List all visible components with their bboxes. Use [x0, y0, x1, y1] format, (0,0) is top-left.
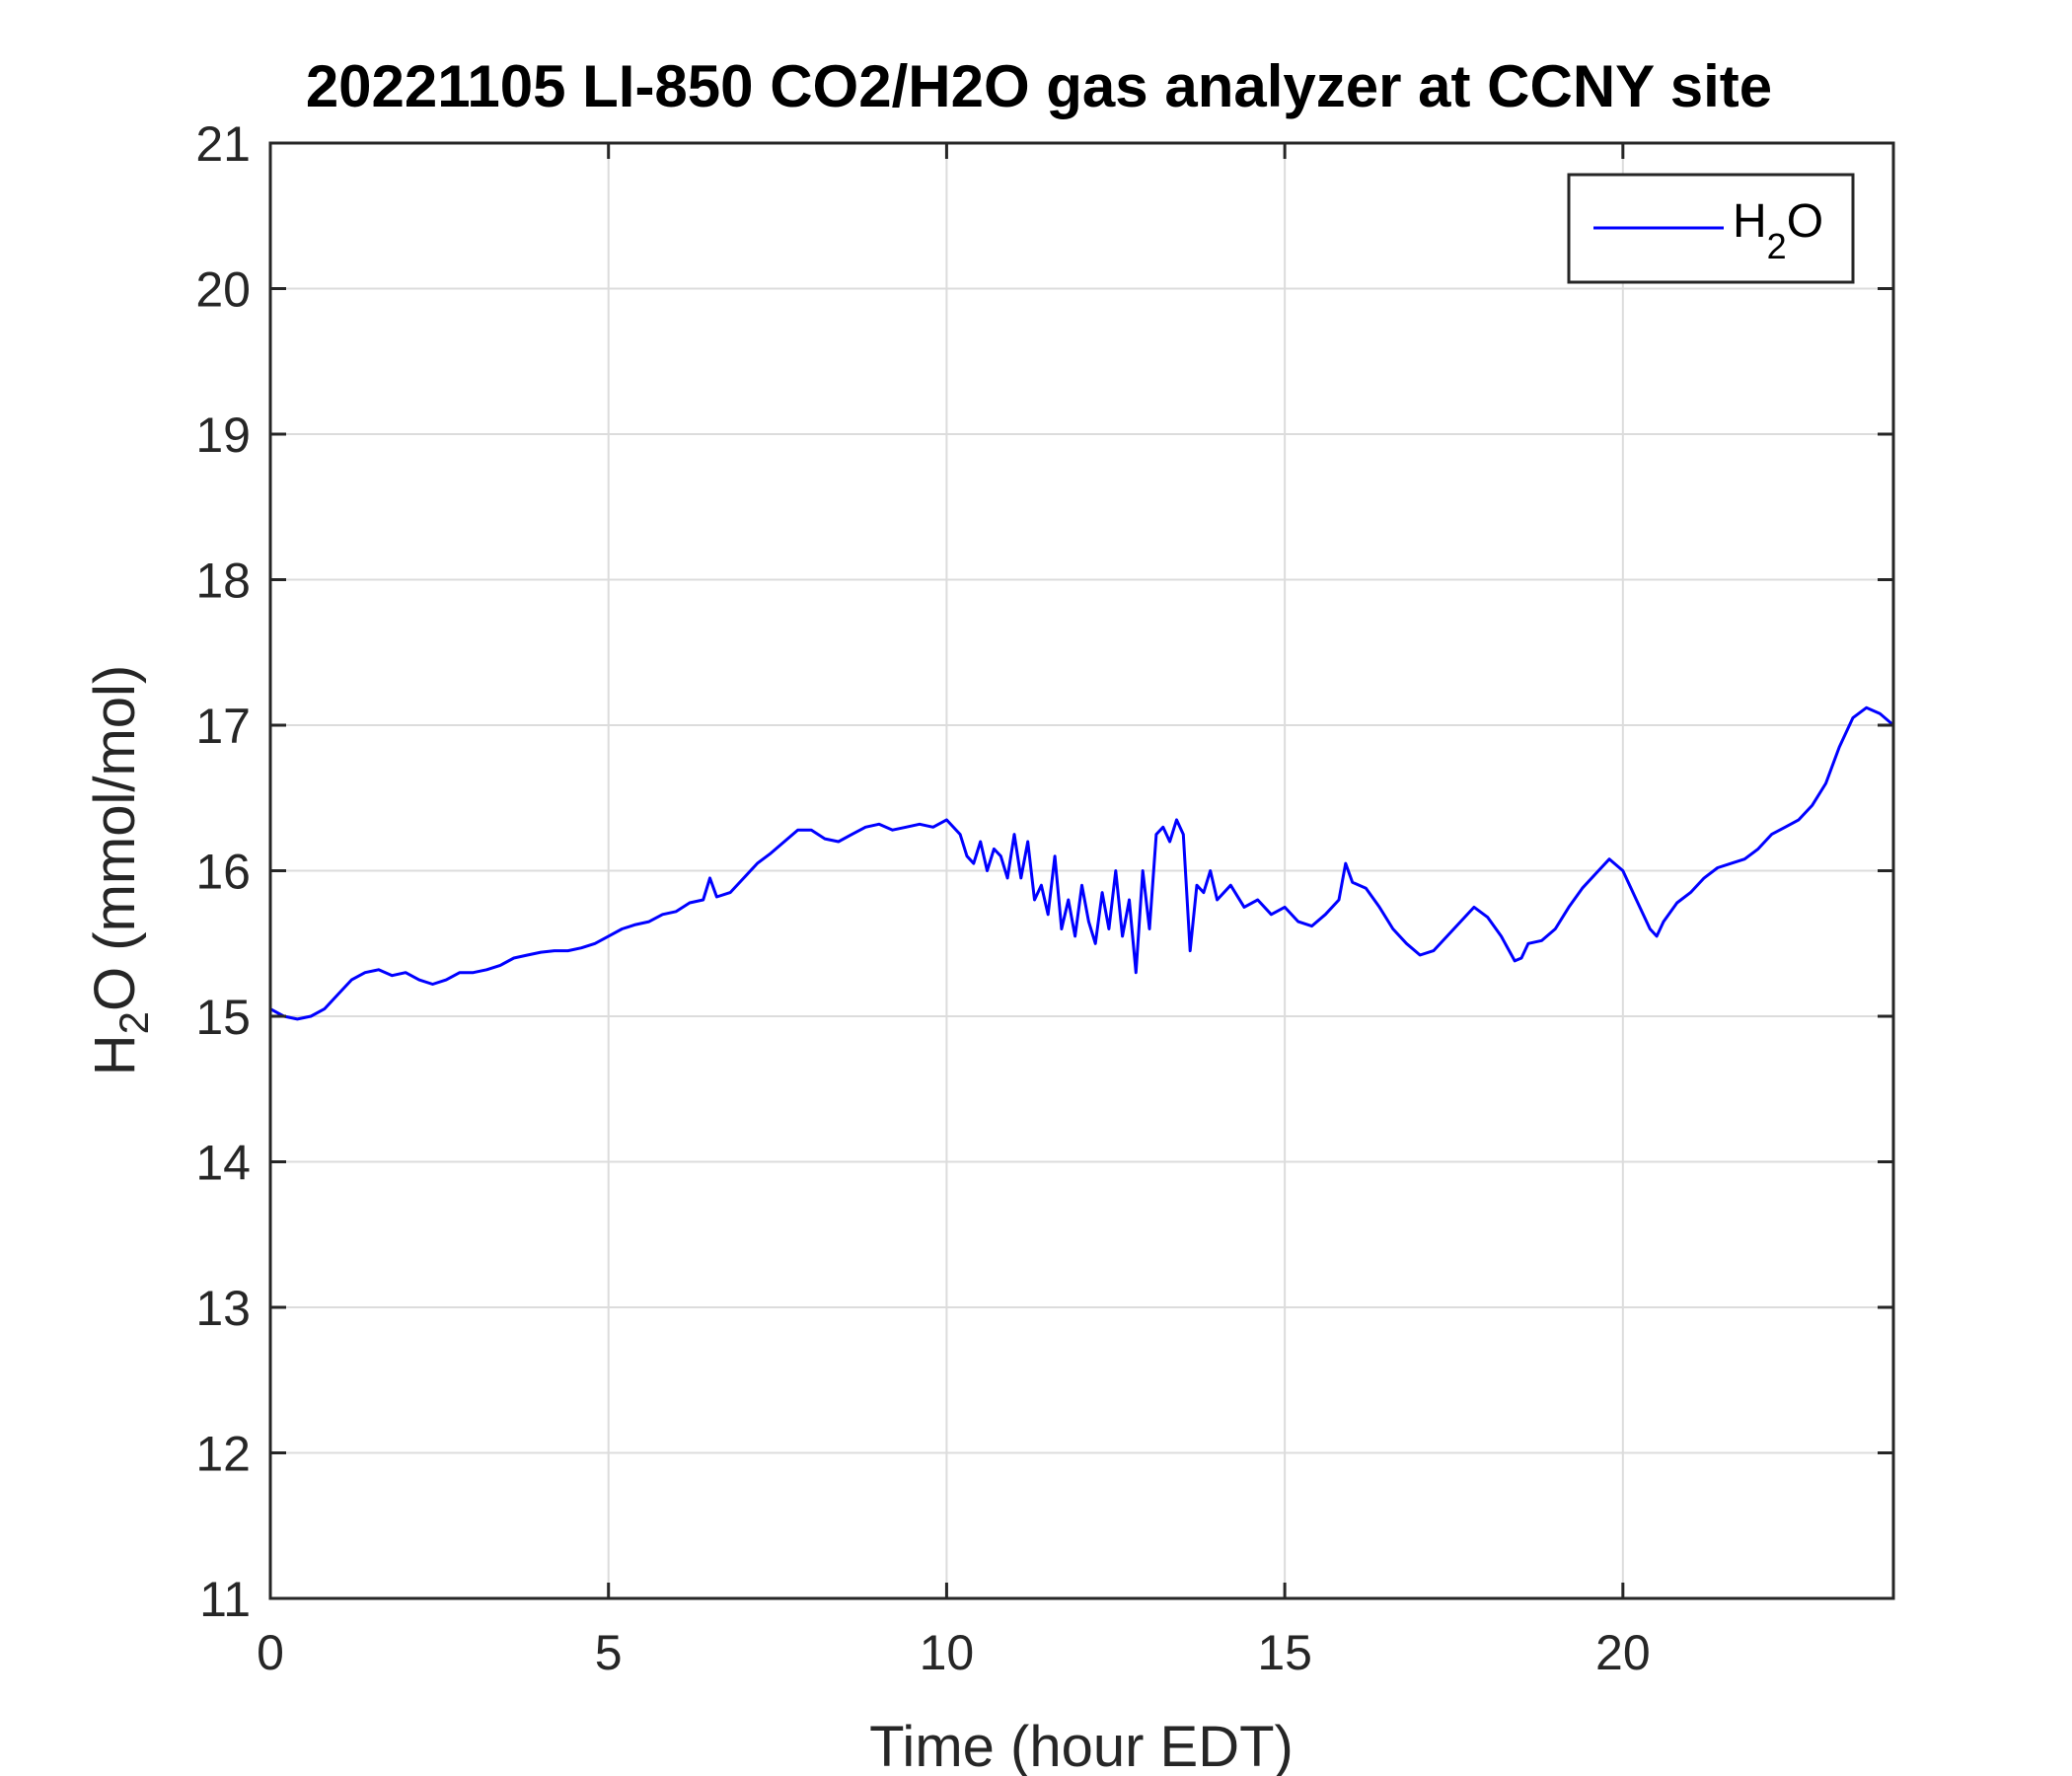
series-line-h2o	[269, 705, 1894, 1021]
x-tick-label: 5	[595, 1625, 623, 1680]
y-tick-label: 15	[195, 990, 251, 1045]
y-tick-label: 18	[195, 554, 251, 609]
legend-label-subscript: 2	[1767, 226, 1787, 266]
y-tick-label: 21	[195, 116, 251, 172]
series-layer	[269, 705, 1894, 1021]
x-tick-label: 20	[1595, 1625, 1651, 1680]
axis-ticks	[268, 141, 1893, 1600]
y-axis-title-rest: O (mmol/mol)	[83, 665, 147, 1011]
tick-labels: 0 5 10 15 20 11 12 13 14 15 16 17 18 19 20 21	[195, 116, 1650, 1680]
y-axis-title-main: H	[83, 1034, 147, 1075]
chart-title: 20221105 LI-850 CO2/H2O gas analyzer at …	[306, 53, 1772, 119]
y-tick-label: 19	[195, 407, 251, 463]
legend-label: H2O	[1733, 195, 1823, 266]
y-tick-label: 20	[195, 262, 251, 318]
y-tick-label: 11	[199, 1572, 251, 1627]
y-tick-label: 12	[195, 1427, 251, 1482]
y-tick-label: 17	[195, 699, 251, 754]
legend-label-rest: O	[1787, 195, 1823, 248]
x-axis-title: Time (hour EDT)	[869, 1715, 1294, 1776]
y-tick-label: 13	[195, 1281, 251, 1336]
x-tick-label: 15	[1257, 1625, 1312, 1680]
x-tick-label: 10	[920, 1625, 975, 1680]
legend-label-main: H	[1733, 195, 1767, 248]
y-axis-title-subscript: 2	[111, 1011, 157, 1034]
y-tick-label: 14	[195, 1136, 251, 1191]
y-tick-label: 16	[195, 845, 251, 900]
x-tick-label: 0	[257, 1625, 284, 1680]
legend: H2O	[1567, 173, 1855, 284]
y-axis-title: H2O (mmol/mol)	[83, 665, 157, 1075]
grid-lines	[270, 143, 1893, 1598]
